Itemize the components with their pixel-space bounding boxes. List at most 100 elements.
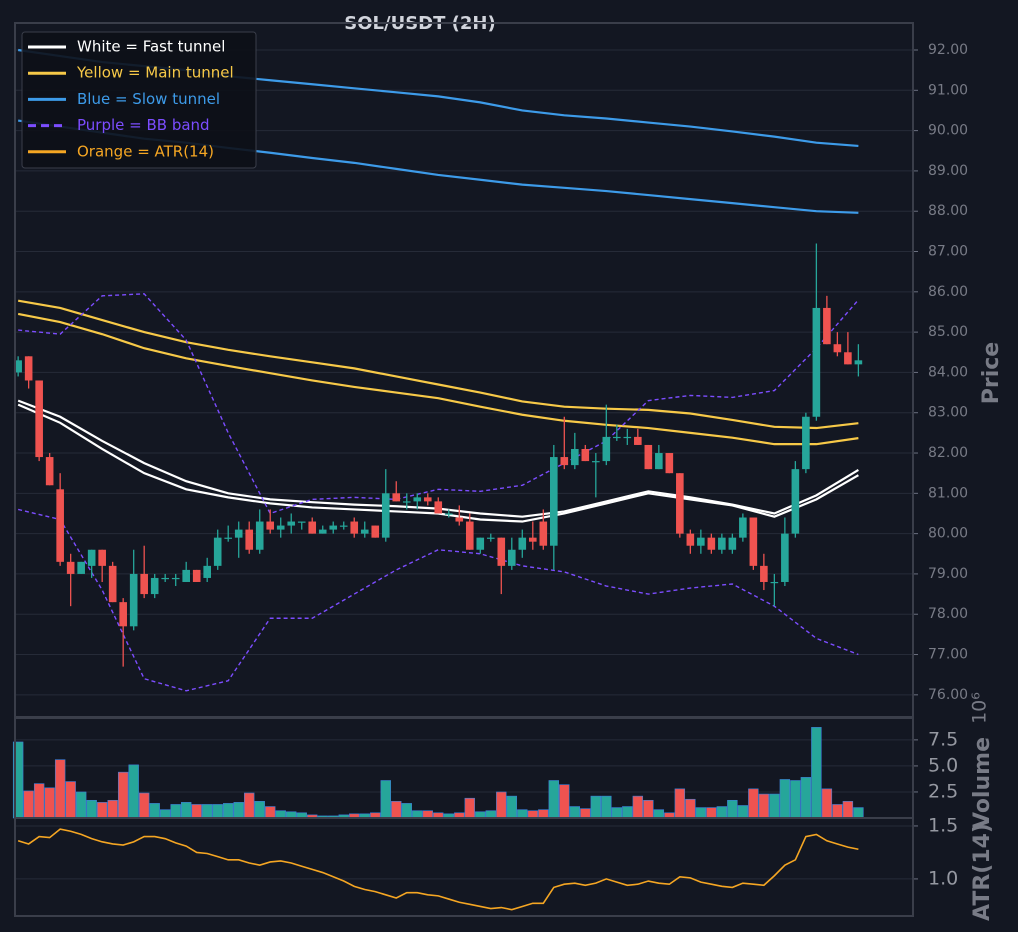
candle-body [497,537,506,566]
candle-body [602,436,611,462]
candle-body [770,581,779,584]
y-tick-label: 92.00 [928,42,968,58]
y-tick-label: 85.00 [928,324,968,340]
volume-bar [569,806,581,819]
volume-bar [233,802,244,819]
candle-body [644,444,653,470]
volume-bar [548,780,560,819]
volume-bar [159,809,171,819]
volume-bar [254,801,265,819]
y-tick-label: 7.5 [928,728,958,750]
volume-bar [44,787,55,819]
volume-bar [853,807,864,819]
candle-body [56,489,64,562]
candle-body [182,569,190,582]
volume-bar [117,771,129,819]
candle-body [329,525,338,530]
y-tick-label: 77.00 [928,647,968,663]
candle-body [77,561,85,574]
candle-body [402,501,411,503]
candle-body [686,533,695,546]
candle-body [140,573,148,595]
volume-bar [538,809,549,819]
legend-label: Blue = Slow tunnel [77,90,220,108]
candle-body [507,549,516,566]
volume-bar [632,795,644,819]
candle-body [718,537,726,550]
candle-body [119,602,127,627]
volume-bar [244,792,255,819]
legend-box [21,31,257,169]
y-tick-label: 89.00 [928,163,968,179]
volume-bar [191,804,202,819]
candle-body [287,521,296,526]
candle-body [266,521,275,530]
volume-bar [180,802,192,819]
candle-body [444,513,453,515]
volume-bar [727,799,738,819]
candle-body [108,565,117,603]
candle-body [791,469,800,534]
candle-body [665,453,674,474]
volume-bar [800,777,812,819]
volume-bar [821,788,833,819]
candle-body [98,549,106,566]
legend-label: Yellow = Main tunnel [76,64,234,82]
overlay-line [17,312,859,446]
volume-bar [674,788,686,819]
volume-bar [769,793,780,819]
y-tick-label: 1.0 [928,867,958,889]
candle-body [465,521,474,550]
y-tick-label: 83.00 [928,405,968,421]
candle-body [24,356,33,381]
volume-bar [611,807,623,819]
volume-bar [265,806,276,819]
y-tick-label: 91.00 [928,82,968,98]
candle-body [192,569,201,582]
candle-body [392,493,401,502]
volume-bar [811,727,822,819]
volume-bar [685,798,696,819]
volume-bar [401,803,412,819]
candle-body [245,529,254,550]
volume-bar [23,790,34,819]
volume-bar [496,791,507,819]
volume-bar [380,780,391,819]
candle-body [360,529,369,534]
candle-body [571,448,579,466]
candle-body [655,453,663,470]
volume-bar [412,810,423,819]
y-tick-label: 80.00 [928,526,968,542]
candle-body [350,521,359,534]
candle-body [161,577,169,580]
volume-bar [485,810,496,819]
volume-bar [842,801,854,819]
legend-label: Purple = BB band [77,116,210,134]
candle-body [413,497,422,502]
legend-label: White = Fast tunnel [77,38,225,56]
y-tick-label: 86.00 [928,284,968,300]
overlay-line [17,508,859,692]
volume-bar [643,799,654,819]
volume-bar [695,807,707,819]
candle-body [318,529,327,534]
candle-body [423,497,432,502]
volume-bar [75,791,87,819]
y-axis-label: Volume [970,737,995,829]
volume-bar [212,804,223,819]
legend-label: Orange = ATR(14) [77,142,214,160]
candle-body [14,360,22,373]
volume-bar [517,809,528,819]
volume-bar [716,806,728,819]
candle-body [213,537,222,566]
y-tick-label: 76.00 [928,687,968,703]
volume-bar [653,809,665,819]
candle-body [592,461,600,463]
candle-body [434,501,443,514]
candle-body [297,521,306,523]
y-tick-label: 84.00 [928,364,968,380]
volume-bar [464,797,475,819]
volume-bar [590,795,602,819]
volume-bar [149,803,160,819]
candle-body [781,533,789,582]
